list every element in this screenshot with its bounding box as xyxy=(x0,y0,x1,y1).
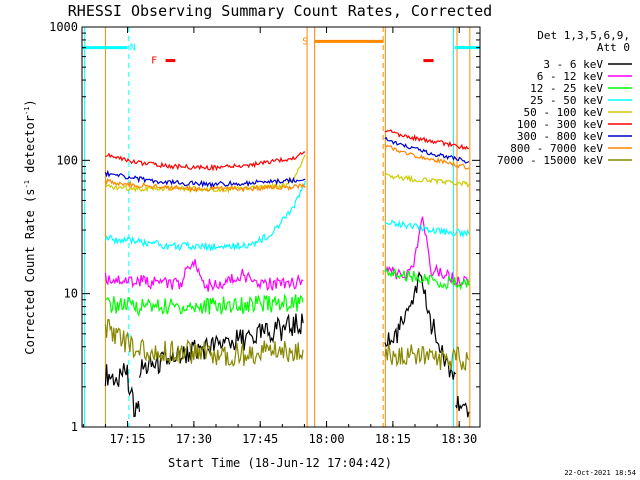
y-axis-label: Corrected Count Rate (s-1 detector-1) xyxy=(23,99,37,354)
series-7-segment-1 xyxy=(384,143,470,170)
series-3-segment-1 xyxy=(384,219,470,239)
x-axis-label: Start Time (18-Jun-12 17:04:42) xyxy=(168,456,392,470)
legend-label-5: 100 - 300 keV xyxy=(517,118,603,131)
plot-frame xyxy=(81,26,481,428)
legend-header-attenuator: Att 0 xyxy=(597,41,630,54)
legend-header-detectors: Det 1,3,5,6,9, xyxy=(537,29,630,42)
series-1-segment-0 xyxy=(104,259,304,292)
x-tick-label-4: 18:15 xyxy=(375,432,411,446)
series-0-segment-2 xyxy=(384,270,457,380)
legend-label-2: 12 - 25 keV xyxy=(530,82,603,95)
series-5-segment-0 xyxy=(105,151,306,172)
y-tick-label-0: 1 xyxy=(71,420,78,434)
legend-label-4: 50 - 100 keV xyxy=(524,106,604,119)
state-flag-s: S xyxy=(302,36,308,47)
timestamp: 22-Oct-2021 18:54 xyxy=(564,469,636,477)
series-1-segment-1 xyxy=(384,216,470,287)
x-tick-label-5: 18:30 xyxy=(441,432,477,446)
legend-label-6: 300 - 800 keV xyxy=(517,130,603,143)
series-0-segment-3 xyxy=(455,395,470,418)
series-5-segment-1 xyxy=(384,129,470,151)
legend-label-1: 6 - 12 keV xyxy=(537,70,604,83)
series-6-segment-0 xyxy=(104,169,306,189)
series-4-segment-1 xyxy=(384,173,470,189)
x-tick-label-3: 18:00 xyxy=(308,432,344,446)
y-tick-label-2: 100 xyxy=(56,153,78,167)
x-tick-label-1: 17:30 xyxy=(176,432,212,446)
y-tick-label-3: 1000 xyxy=(49,20,78,34)
legend-label-8: 7000 - 15000 keV xyxy=(497,154,603,167)
series-2-segment-0 xyxy=(105,293,304,317)
series-2-segment-1 xyxy=(384,267,470,291)
series-0-segment-0 xyxy=(104,363,141,418)
y-tick-label-1: 10 xyxy=(64,287,78,301)
state-flag-n: N xyxy=(130,43,136,54)
series-6-segment-1 xyxy=(384,136,470,164)
x-tick-label-2: 17:45 xyxy=(242,432,278,446)
legend-label-3: 25 - 50 keV xyxy=(530,94,603,107)
series-3-segment-0 xyxy=(104,180,306,252)
x-tick-label-0: 17:15 xyxy=(109,432,145,446)
series-7-segment-0 xyxy=(104,178,306,193)
legend-label-0: 3 - 6 keV xyxy=(543,58,603,71)
series-0-segment-1 xyxy=(138,313,304,378)
chart-title: RHESSI Observing Summary Count Rates, Co… xyxy=(68,2,492,20)
series-8-segment-1 xyxy=(384,343,470,372)
legend-label-7: 800 - 7000 keV xyxy=(510,142,603,155)
series-8-segment-0 xyxy=(104,318,304,368)
state-flag-f: F xyxy=(151,56,157,67)
